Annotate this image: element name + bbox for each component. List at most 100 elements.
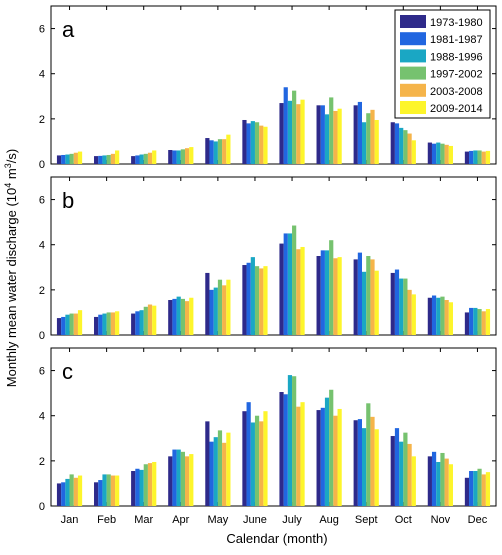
panel-c-ytick-label-3: 6 [39, 366, 45, 378]
bar-c-Oct-1997-2002 [403, 432, 408, 506]
bar-b-Aug-1981-1987 [320, 250, 325, 335]
bar-a-Dec-1981-1987 [469, 150, 474, 164]
bar-a-June-1981-1987 [246, 123, 251, 164]
bar-c-Nov-2009-2014 [448, 464, 453, 506]
legend-swatch-2009-2014 [400, 101, 426, 114]
bar-a-Feb-2009-2014 [115, 150, 120, 164]
bar-a-Dec-1973-1980 [464, 151, 470, 164]
bar-b-May-1988-1996 [213, 287, 218, 335]
bar-c-Aug-1988-1996 [324, 397, 330, 506]
bar-b-Mar-2003-2008 [147, 304, 153, 335]
bar-a-Nov-1981-1987 [431, 143, 437, 164]
y-axis-title-main: Monthly mean water discharge (10 [4, 188, 19, 387]
bar-b-Nov-1988-1996 [436, 297, 441, 335]
bar-b-Sept-2003-2008 [370, 259, 375, 335]
legend-label-1988-1996: 1988-1996 [430, 51, 483, 63]
x-axis-title: Calendar (month) [226, 531, 327, 546]
bar-c-July-1973-1980 [279, 392, 284, 506]
bar-a-Aug-1997-2002 [329, 97, 334, 164]
bar-a-Oct-1973-1980 [390, 122, 395, 164]
bar-a-Mar-2009-2014 [152, 150, 157, 164]
bar-b-June-1997-2002 [254, 266, 260, 335]
bar-b-Apr-1997-2002 [180, 298, 185, 335]
bar-b-Mar-2009-2014 [152, 305, 157, 335]
bar-c-Feb-2003-2008 [110, 475, 116, 506]
bar-c-Apr-1973-1980 [168, 456, 173, 506]
bar-c-July-2009-2014 [300, 402, 305, 506]
bar-c-Dec-1973-1980 [464, 477, 470, 506]
bar-c-Aug-1997-2002 [329, 389, 334, 506]
panel-label-b: b [62, 188, 74, 213]
y-axis-title: Monthly mean water discharge (104 m3/s) [3, 149, 19, 387]
bar-c-June-1981-1987 [246, 402, 251, 506]
bar-b-Jan-1973-1980 [56, 318, 62, 335]
bar-a-Apr-1988-1996 [176, 150, 181, 164]
bar-c-Mar-1973-1980 [131, 471, 136, 506]
bar-b-May-2009-2014 [226, 279, 231, 335]
bar-b-Oct-2009-2014 [411, 294, 416, 335]
bar-b-Oct-1988-1996 [399, 278, 404, 335]
bar-b-May-2003-2008 [222, 285, 227, 335]
x-tick-label-Aug: Aug [319, 514, 339, 526]
bar-b-Jan-1988-1996 [65, 314, 70, 335]
bar-a-Oct-1981-1987 [394, 123, 400, 164]
bar-a-June-1988-1996 [250, 121, 255, 164]
bar-c-Oct-1973-1980 [390, 436, 395, 506]
x-tick-label-June: June [243, 514, 267, 526]
bar-c-June-1997-2002 [254, 415, 260, 506]
bar-c-Jan-2009-2014 [77, 475, 83, 506]
bar-b-June-2009-2014 [263, 266, 268, 335]
bar-c-Sept-1973-1980 [353, 420, 358, 506]
bar-b-June-2003-2008 [259, 268, 264, 335]
bar-b-May-1973-1980 [205, 272, 210, 335]
bar-c-Jan-1997-2002 [69, 474, 74, 506]
bar-c-Jan-1981-1987 [61, 482, 66, 506]
bar-a-Oct-1988-1996 [399, 127, 404, 164]
bar-b-Mar-1988-1996 [139, 310, 144, 335]
bar-a-Apr-1997-2002 [180, 149, 185, 164]
bar-b-Apr-2003-2008 [184, 301, 190, 335]
bar-b-June-1981-1987 [246, 262, 251, 335]
panel-label-c: c [62, 359, 73, 384]
bar-b-Aug-1997-2002 [329, 240, 334, 335]
legend-label-1997-2002: 1997-2002 [430, 69, 483, 81]
bar-b-Nov-1997-2002 [440, 296, 445, 335]
bar-c-Feb-2009-2014 [115, 475, 120, 506]
bar-c-Sept-1997-2002 [366, 403, 371, 506]
bar-b-July-1988-1996 [287, 233, 293, 335]
bar-c-Jan-1988-1996 [65, 478, 70, 506]
bar-b-Dec-2009-2014 [485, 309, 491, 335]
bar-b-Sept-1997-2002 [366, 256, 371, 335]
panel-b-ytick-label-2: 4 [39, 240, 45, 252]
bar-b-Apr-1981-1987 [172, 298, 177, 335]
bar-c-July-1997-2002 [292, 376, 297, 506]
bar-c-June-2009-2014 [263, 411, 268, 506]
bar-c-Dec-2009-2014 [485, 472, 491, 506]
bar-a-Feb-1997-2002 [106, 154, 111, 164]
bar-b-Oct-1981-1987 [394, 269, 400, 335]
bar-b-May-1997-2002 [217, 279, 223, 335]
bar-c-July-1988-1996 [287, 375, 293, 506]
bar-a-Jan-2009-2014 [77, 151, 83, 164]
bar-c-Mar-1981-1987 [135, 468, 140, 506]
bar-c-July-2003-2008 [296, 406, 301, 506]
bar-b-Dec-1997-2002 [477, 309, 482, 335]
bar-c-Feb-1988-1996 [102, 474, 107, 506]
bar-a-Dec-1988-1996 [473, 150, 478, 164]
bar-a-Nov-2003-2008 [444, 144, 449, 164]
bar-a-Sept-1997-2002 [366, 113, 371, 164]
bar-a-May-1981-1987 [209, 140, 214, 164]
bar-c-Mar-1988-1996 [139, 469, 144, 506]
bar-a-Sept-2009-2014 [374, 119, 379, 164]
bar-a-May-1997-2002 [217, 139, 223, 164]
bar-a-Dec-2003-2008 [481, 151, 486, 164]
bar-c-Aug-2009-2014 [337, 408, 342, 506]
bar-a-May-1988-1996 [213, 141, 218, 164]
bar-a-Jan-1973-1980 [56, 155, 62, 164]
bar-a-Sept-1973-1980 [353, 105, 358, 164]
bar-c-Oct-1981-1987 [394, 428, 400, 506]
bar-c-June-2003-2008 [259, 421, 264, 506]
panel-b-frame [50, 176, 497, 336]
